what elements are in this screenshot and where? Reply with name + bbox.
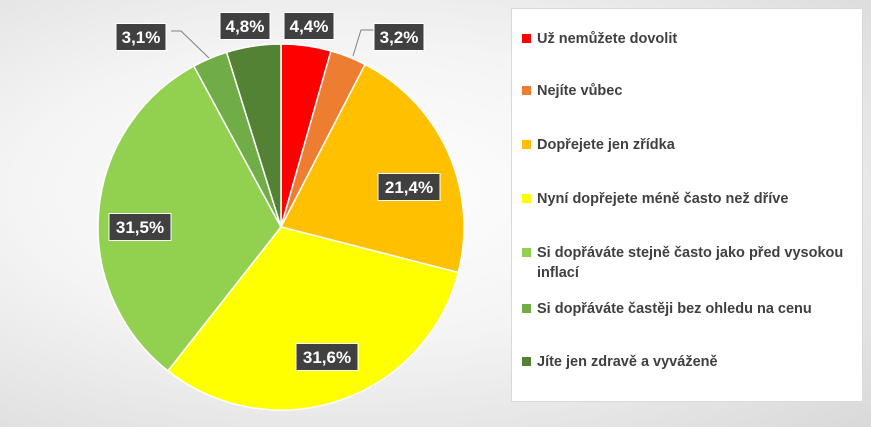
legend-swatch <box>522 86 531 95</box>
legend-swatch <box>522 140 531 149</box>
legend-label: Nejíte vůbec <box>537 83 623 99</box>
legend-label: Už nemůžete dovolit <box>537 31 678 47</box>
legend: Už nemůžete dovolit Nejíte vůbec Dopřeje… <box>511 8 863 402</box>
legend-swatch <box>522 357 531 366</box>
pie-slice <box>166 226 460 411</box>
data-label-box <box>108 213 172 241</box>
leader-line <box>171 30 210 59</box>
pie-slice <box>97 65 282 372</box>
legend-item: Si dopřáváte stejně často jako před vyso… <box>522 243 852 283</box>
data-label-box <box>295 343 359 371</box>
legend-item: Už nemůžete dovolit <box>522 29 852 49</box>
data-label-box <box>377 173 441 201</box>
legend-label: Si dopřáváte častěji bez ohledu na cenu <box>537 301 812 317</box>
legend-label: Jíte jen zdravě a vyváženě <box>537 354 718 370</box>
pie-slice <box>225 43 282 228</box>
data-label: 21,4% <box>385 178 433 197</box>
data-label-box <box>115 23 167 51</box>
data-label: 31,6% <box>303 348 351 367</box>
legend-item: Jíte jen zdravě a vyváženě <box>522 352 852 372</box>
legend-item: Nyní dopřejete méně často než dříve <box>522 189 852 209</box>
data-label: 4,4% <box>290 17 329 36</box>
data-label: 4,8% <box>226 17 265 36</box>
leader-line <box>352 29 376 57</box>
legend-item: Si dopřáváte častěji bez ohledu na cenu <box>522 299 852 319</box>
legend-label: Si dopřáváte stejně často jako před vyso… <box>537 245 844 281</box>
legend-item: Dopřejete jen zřídka <box>522 135 852 155</box>
data-label-box <box>283 12 335 40</box>
legend-item: Nejíte vůbec <box>522 81 852 101</box>
legend-label: Dopřejete jen zřídka <box>537 137 675 153</box>
legend-label: Nyní dopřejete méně často než dříve <box>537 191 789 207</box>
legend-swatch <box>522 304 531 313</box>
legend-swatch <box>522 248 531 257</box>
data-label-box <box>373 23 425 51</box>
data-label: 3,2% <box>380 28 419 47</box>
legend-swatch <box>522 34 531 43</box>
data-label: 3,1% <box>122 28 161 47</box>
data-label-box <box>219 12 271 40</box>
data-label: 31,5% <box>116 218 164 237</box>
legend-swatch <box>522 194 531 203</box>
pie-slice <box>279 63 465 274</box>
